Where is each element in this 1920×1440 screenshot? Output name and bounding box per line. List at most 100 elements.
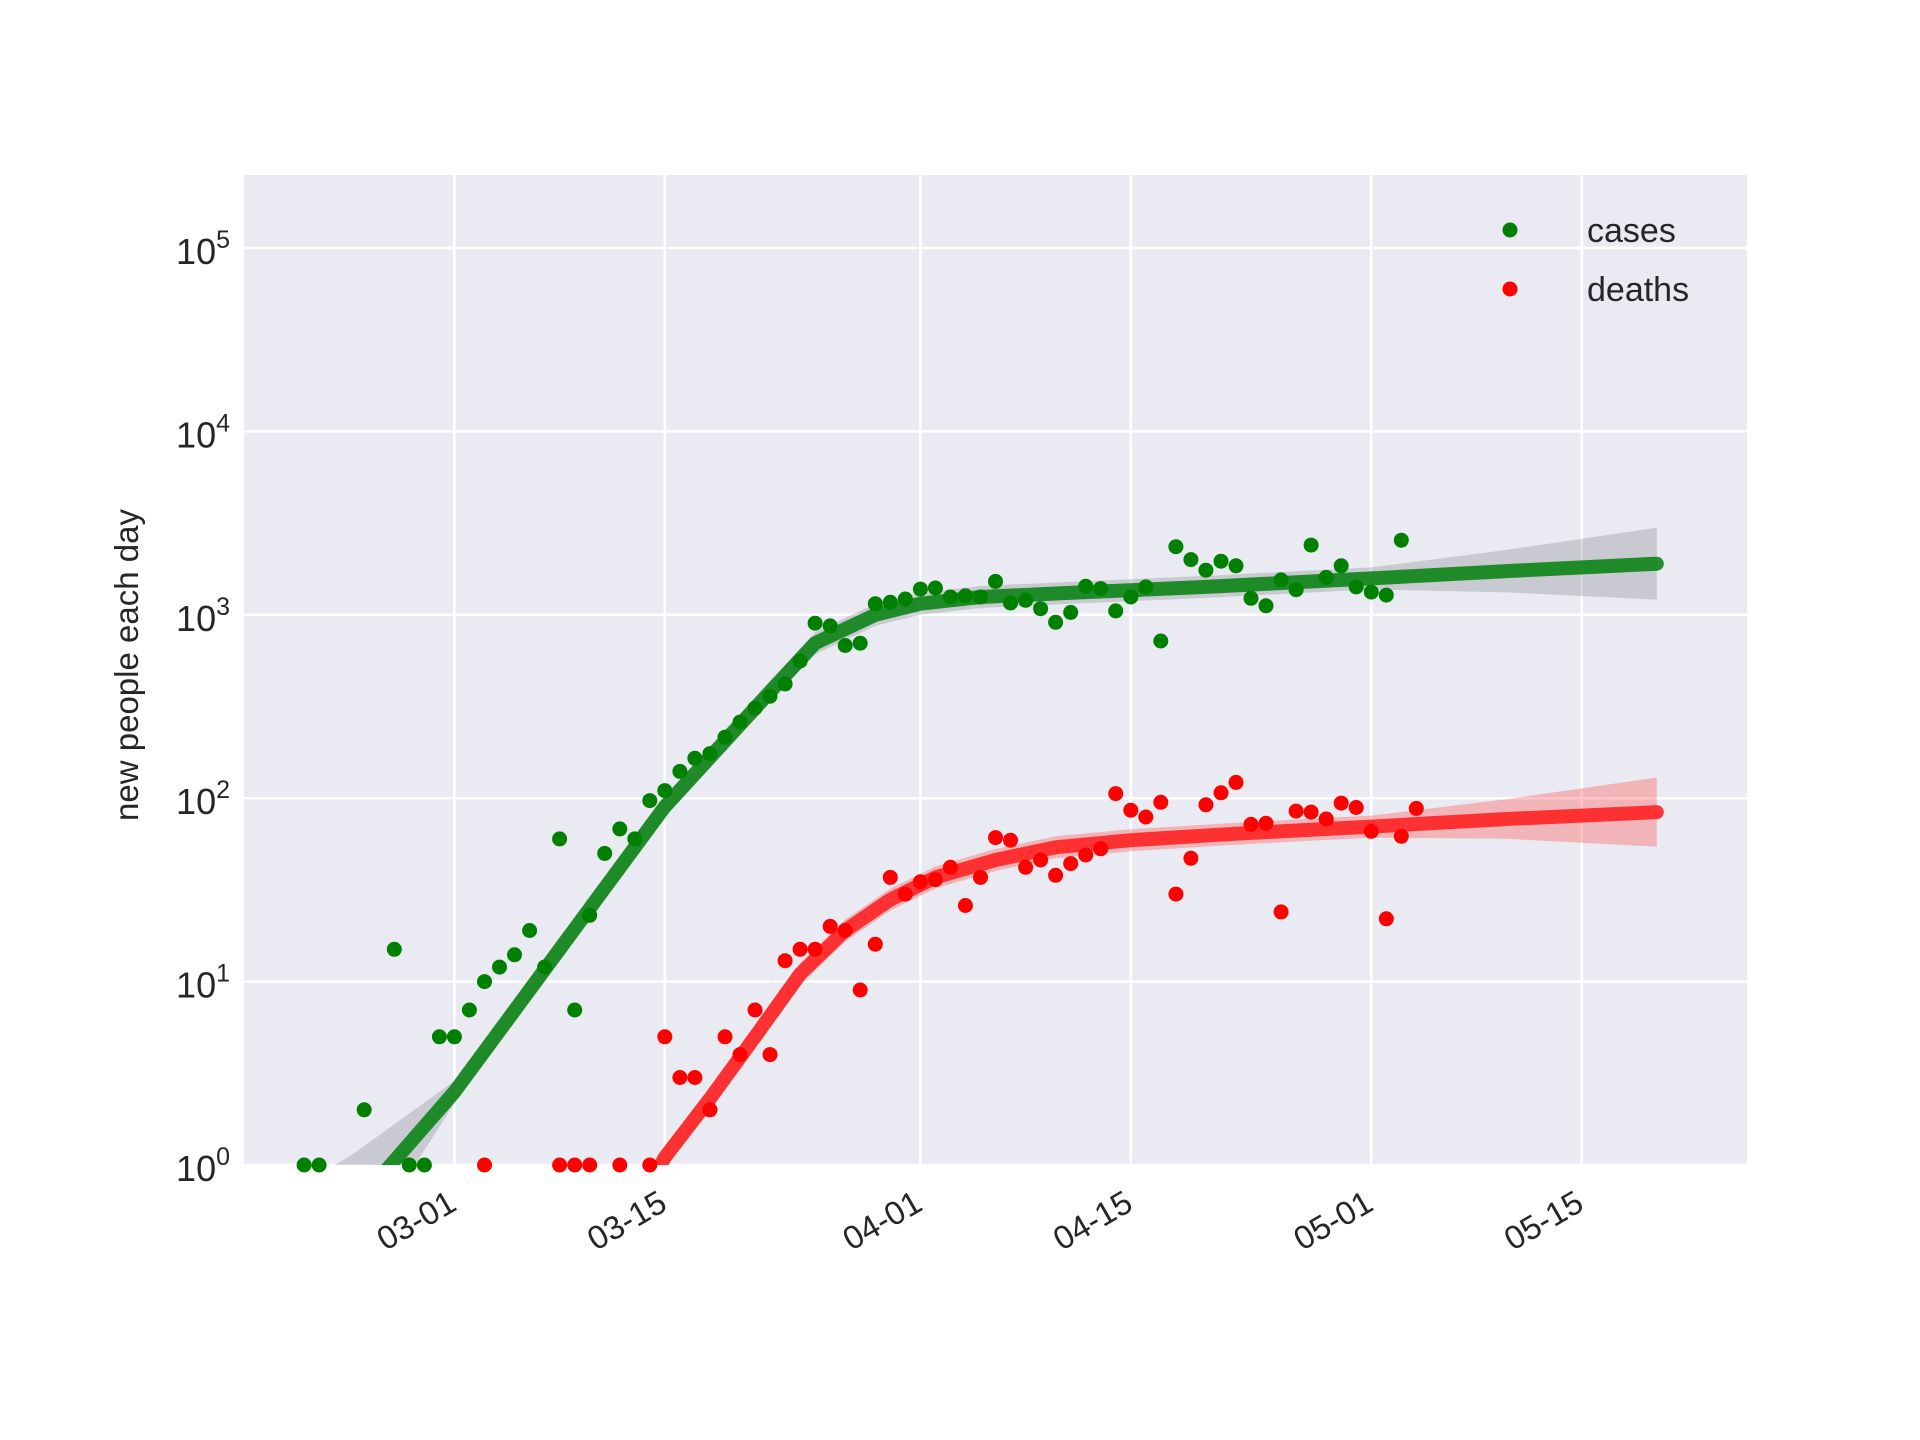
cases-point xyxy=(1393,532,1409,548)
deaths-point xyxy=(612,1157,628,1173)
cases-point xyxy=(1363,584,1379,600)
cases-point xyxy=(401,1157,417,1173)
deaths-point xyxy=(687,1070,703,1085)
cases-point xyxy=(1153,633,1169,649)
cases-point xyxy=(1303,537,1319,553)
x-tick-label: 03-01 xyxy=(370,1183,462,1257)
cases-point xyxy=(356,1102,372,1118)
cases-point xyxy=(431,1029,447,1045)
legend: cases deaths xyxy=(1502,212,1689,309)
deaths-point xyxy=(1183,850,1199,866)
cases-point xyxy=(1348,579,1364,595)
cases-point xyxy=(446,1029,462,1045)
cases-point xyxy=(522,923,538,938)
deaths-point xyxy=(1408,800,1424,816)
cases-point xyxy=(852,635,868,651)
cases-point xyxy=(1273,572,1289,588)
deaths-legend-label: deaths xyxy=(1587,271,1689,309)
data-points xyxy=(296,532,1424,1173)
cases-point xyxy=(792,653,808,669)
cases-point xyxy=(717,729,733,745)
deaths-point xyxy=(1048,867,1064,883)
cases-point xyxy=(1258,598,1274,614)
y-tick-label: 105 xyxy=(176,226,230,272)
cases-point xyxy=(672,763,688,779)
deaths-point xyxy=(672,1070,688,1085)
cases-point xyxy=(867,596,883,612)
y-axis-ticks: 100 101 102 103 104 105 xyxy=(176,226,230,1189)
y-tick-label: 104 xyxy=(176,409,230,455)
cases-point xyxy=(702,746,718,762)
deaths-point xyxy=(1078,847,1094,863)
deaths-point xyxy=(1273,904,1289,920)
deaths-legend-marker xyxy=(1502,281,1518,297)
cases-point xyxy=(927,580,943,596)
deaths-point xyxy=(567,1157,583,1173)
cases-point xyxy=(552,831,568,847)
cases-point xyxy=(296,1157,312,1173)
deaths-point xyxy=(973,869,988,885)
cases-point xyxy=(1318,569,1334,585)
deaths-point xyxy=(867,936,883,952)
cases-point xyxy=(537,959,553,975)
cases-point xyxy=(973,589,988,605)
deaths-point xyxy=(1018,859,1034,875)
cases-fit-line xyxy=(381,556,1664,1165)
deaths-point xyxy=(762,1047,778,1063)
deaths-point xyxy=(747,1002,763,1018)
deaths-point xyxy=(1378,911,1394,927)
cases-point xyxy=(567,1002,583,1018)
cases-point xyxy=(1078,578,1094,594)
cases-fit-band xyxy=(334,527,1657,1165)
cases-point xyxy=(777,676,793,692)
cases-point xyxy=(1108,603,1124,619)
cases-legend-label: cases xyxy=(1587,212,1676,250)
x-axis-ticks: 03-01 03-15 04-01 04-15 05-01 05-15 xyxy=(370,1183,1589,1257)
cases-point xyxy=(822,618,838,634)
deaths-point xyxy=(642,1157,658,1173)
cases-point xyxy=(627,831,643,847)
deaths-point xyxy=(807,941,823,957)
cases-point xyxy=(507,947,522,963)
y-axis-label: new people each day xyxy=(108,509,145,821)
x-tick-label: 05-15 xyxy=(1498,1183,1590,1257)
cases-point xyxy=(687,750,703,766)
cases-point xyxy=(747,700,763,716)
deaths-point xyxy=(552,1157,568,1173)
cases-point xyxy=(642,793,658,809)
deaths-point xyxy=(1198,797,1214,813)
deaths-point xyxy=(912,874,928,890)
deaths-point xyxy=(1003,832,1018,848)
cases-point xyxy=(612,821,628,837)
deaths-point xyxy=(837,923,853,938)
deaths-point xyxy=(1033,852,1049,868)
cases-point xyxy=(477,974,492,990)
cases-point xyxy=(1333,558,1349,574)
deaths-point xyxy=(1258,815,1274,831)
deaths-point xyxy=(1168,886,1184,902)
deaths-point xyxy=(777,953,793,969)
cases-point xyxy=(1378,587,1394,603)
cases-point xyxy=(1198,562,1214,578)
cases-point xyxy=(942,589,958,605)
x-tick-label: 04-01 xyxy=(836,1183,928,1257)
cases-point xyxy=(1288,582,1304,598)
plot-background xyxy=(244,175,1747,1165)
cases-point xyxy=(492,959,507,975)
deaths-point xyxy=(1363,823,1379,839)
cases-point xyxy=(461,1002,477,1018)
cases-point xyxy=(1048,614,1064,630)
cases-point xyxy=(657,783,673,799)
cases-point xyxy=(988,573,1003,589)
cases-point xyxy=(807,615,823,631)
cases-point xyxy=(762,688,778,704)
deaths-point xyxy=(1348,800,1364,815)
deaths-point xyxy=(1093,841,1109,857)
deaths-point xyxy=(1228,774,1244,790)
y-tick-label: 102 xyxy=(176,776,230,822)
cases-point xyxy=(1018,592,1034,608)
cases-point xyxy=(1063,604,1079,620)
x-tick-label: 03-15 xyxy=(581,1183,673,1257)
x-tick-label: 04-15 xyxy=(1047,1183,1139,1257)
cases-point xyxy=(1003,595,1018,611)
